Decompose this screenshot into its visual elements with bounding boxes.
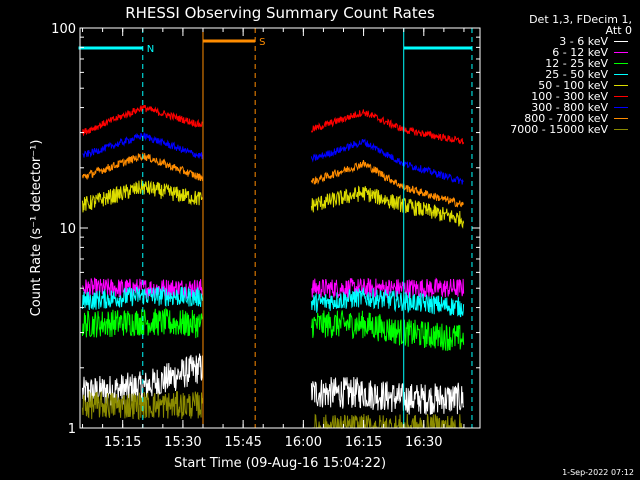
legend-entry-50-100-kev: 50 - 100 keV: [472, 80, 632, 91]
legend-entry-7000-15000-kev: 7000 - 15000 keV: [472, 124, 632, 135]
legend-swatch: [614, 85, 628, 86]
x-tick-label-4: 16:00: [285, 435, 322, 450]
legend-swatch: [614, 118, 628, 119]
legend-swatch: [614, 41, 628, 42]
legend-label: 50 - 100 keV: [538, 79, 608, 92]
y-tick-label-1: 1: [68, 422, 76, 437]
legend-entry-25-50-kev: 25 - 50 keV: [472, 69, 632, 80]
series-line-3-6-kev: [82, 353, 465, 415]
legend-swatch: [614, 74, 628, 75]
marker-layer: NS: [78, 28, 473, 428]
legend-label: 25 - 50 keV: [545, 68, 608, 81]
legend-header-line-1: Det 1,3, FDecim 1,: [529, 13, 632, 26]
generation-timestamp: 1-Sep-2022 07:12: [562, 468, 634, 477]
legend-entries: 3 - 6 keV 6 - 12 keV 12 - 25 keV 25 - 50 ke…: [472, 36, 632, 135]
series-line-12-25-kev: [82, 307, 465, 351]
x-tick-label-2: 15:30: [164, 435, 201, 450]
legend-label: 100 - 300 keV: [531, 90, 608, 103]
legend-swatch: [614, 52, 628, 53]
legend-label: 7000 - 15000 keV: [510, 123, 608, 136]
y-tick-label-2: 10: [59, 222, 76, 237]
orbit-bar-label-1: N: [147, 44, 154, 55]
legend-swatch: [614, 63, 628, 64]
x-tick-label-5: 16:15: [345, 435, 382, 450]
orbit-bar-label-2: S: [259, 37, 265, 48]
legend-swatch: [614, 107, 628, 108]
x-axis-label: Start Time (09-Aug-16 15:04:22): [174, 456, 386, 471]
legend-entry-800-7000-kev: 800 - 7000 keV: [472, 113, 632, 124]
legend: Det 1,3, FDecim 1, Att 0 3 - 6 keV 6 - 12…: [472, 14, 632, 135]
legend-entry-3-6-kev: 3 - 6 keV: [472, 36, 632, 47]
x-tick-label-1: 15:15: [104, 435, 141, 450]
axis-layer: 15:15 15:30 15:45 16:00 16:15 16:30 1 10 100: [51, 22, 480, 450]
series-line-300-800-kev: [82, 132, 464, 185]
y-tick-label-3: 100: [51, 22, 76, 37]
legend-swatch: [614, 96, 628, 97]
series-layer: [82, 104, 465, 430]
legend-header-line-2: Att 0: [605, 24, 632, 37]
x-tick-label-3: 15:45: [224, 435, 261, 450]
legend-label: 6 - 12 keV: [552, 46, 608, 59]
legend-entry-6-12-kev: 6 - 12 keV: [472, 47, 632, 58]
x-tick-label-6: 16:30: [405, 435, 442, 450]
legend-entry-300-800-kev: 300 - 800 keV: [472, 102, 632, 113]
legend-label: 800 - 7000 keV: [524, 112, 608, 125]
y-axis-label: Count Rate (s⁻¹ detector⁻¹): [29, 140, 44, 317]
plot-frame: [79, 27, 481, 429]
legend-entry-100-300-kev: 100 - 300 keV: [472, 91, 632, 102]
legend-entry-12-25-kev: 12 - 25 keV: [472, 58, 632, 69]
legend-label: 12 - 25 keV: [545, 57, 608, 70]
legend-swatch: [614, 129, 628, 130]
legend-label: 300 - 800 keV: [531, 101, 608, 114]
legend-label: 3 - 6 keV: [559, 35, 608, 48]
series-line-800-7000-kev: [82, 152, 464, 208]
chart-title: RHESSI Observing Summary Count Rates: [125, 4, 435, 22]
